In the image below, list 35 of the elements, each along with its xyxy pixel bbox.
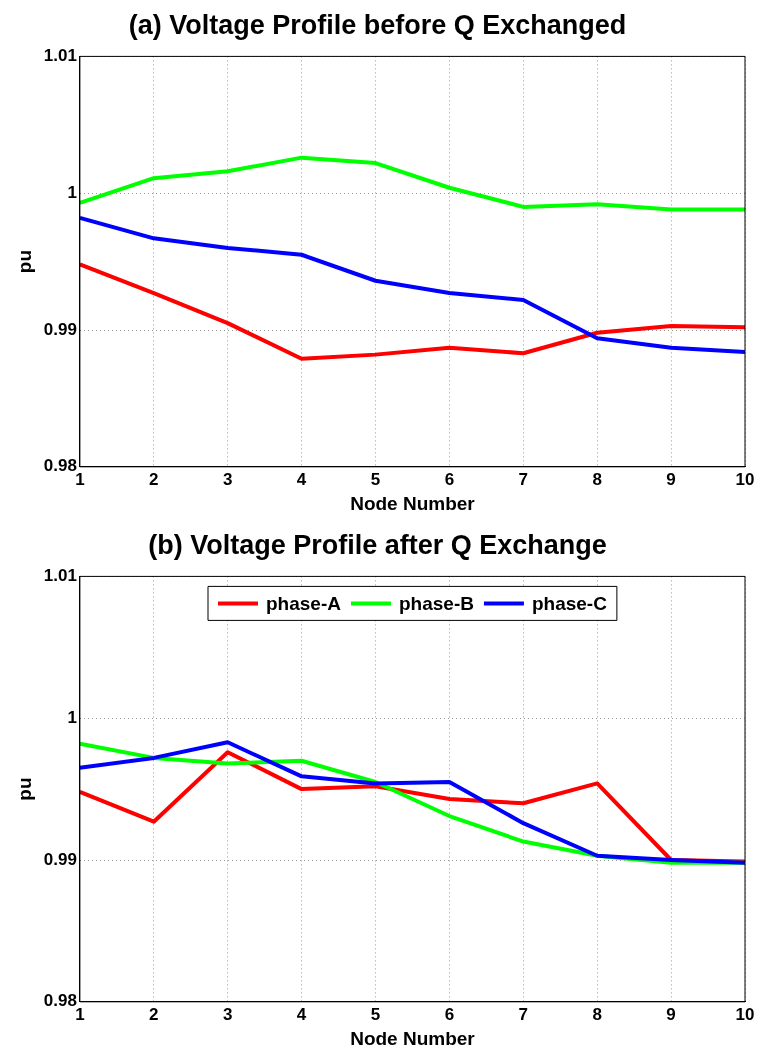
y-tick-label: 0.99 [43,849,77,869]
chart-title: (a) Voltage Profile before Q Exchanged [128,9,627,40]
y-tick-label: 0.99 [43,319,77,339]
x-tick-label: 2 [149,1004,159,1024]
x-tick-label: 7 [518,469,529,489]
y-tick-label: 1 [67,707,77,727]
legend-label: phase-B [398,592,474,614]
x-tick-label: 2 [149,469,159,489]
legend-label: phase-A [266,592,342,614]
x-tick-label: 10 [735,469,755,489]
x-tick-label: 8 [592,1004,602,1024]
x-tick-label: 4 [296,1004,307,1024]
y-tick-label: 0.98 [43,456,77,476]
x-tick-label: 3 [222,1004,233,1024]
x-axis-title: Node Number [350,492,476,514]
x-tick-label: 9 [666,469,676,489]
y-tick-label: 0.98 [43,991,77,1011]
legend-label: phase-C [531,592,608,614]
x-tick-label: 5 [370,469,381,489]
x-tick-label: 6 [444,469,455,489]
y-axis-title: pu [13,777,35,801]
x-tick-label: 10 [735,1004,755,1024]
y-tick-label: 1.01 [43,46,77,66]
y-tick-label: 1.01 [43,566,77,586]
x-axis-title: Node Number [350,1027,476,1049]
y-axis-title: pu [13,249,35,274]
x-tick-label: 8 [592,469,602,489]
x-tick-label: 4 [296,469,307,489]
x-tick-label: 3 [222,469,233,489]
x-tick-label: 6 [444,1004,455,1024]
x-tick-label: 7 [518,1004,529,1024]
x-tick-label: 9 [666,1004,676,1024]
y-tick-label: 1 [67,182,77,202]
x-tick-label: 5 [370,1004,381,1024]
chart-title: (b) Voltage Profile after Q Exchange [148,529,607,560]
